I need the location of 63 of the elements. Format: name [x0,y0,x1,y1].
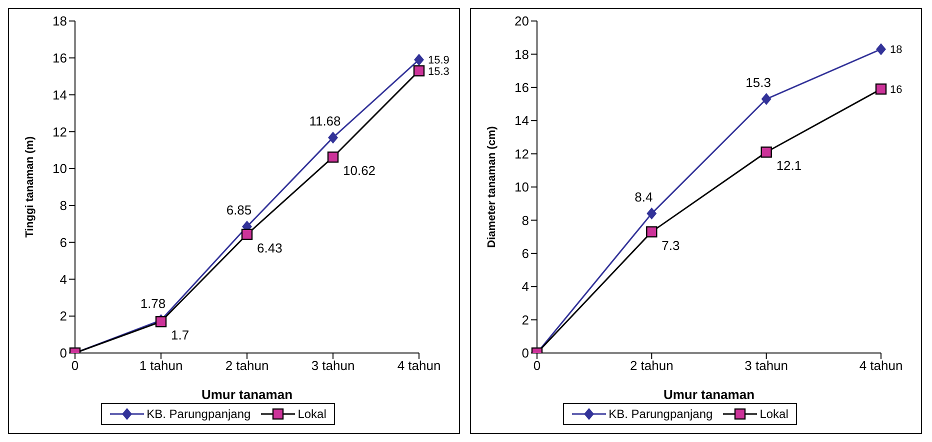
y-tick-label: 18 [514,46,529,62]
data-label: 8.4 [634,190,653,205]
point [414,54,424,66]
y-tick-label: 8 [522,212,529,228]
y-axis-title: Diameter tanaman (cm) [486,126,498,248]
y-tick-label: 4 [60,272,67,287]
point [646,226,658,238]
y-tick-label: 8 [60,198,67,214]
x-axis-title: Umur tanaman [201,387,293,402]
point [241,228,253,240]
x-tick-label: 0 [71,358,79,374]
point [876,43,886,56]
y-tick-label: 10 [514,180,529,195]
point [328,132,338,144]
point [327,152,339,163]
x-axis-title: Umur tanaman [663,387,755,402]
data-label: 15.3 [746,75,771,90]
x-tick-label: 0 [533,358,541,374]
x-tick-label: 2 tahun [630,358,674,374]
point [760,146,772,158]
y-tick-label: 0 [522,346,529,361]
y-tick-label: 12 [52,124,67,140]
y-tick-label: 14 [52,87,67,102]
point [875,83,887,95]
data-label: 18 [890,44,902,56]
data-label: 1.78 [140,296,166,312]
data-label: 15.3 [428,66,450,78]
data-label: 12.1 [776,158,802,174]
point [761,93,772,106]
y-tick-label: 14 [514,113,529,128]
x-tick-label: 2 tahun [225,358,269,374]
x-tick-label: 1 tahun [139,358,183,374]
x-tick-label: 3 tahun [311,358,355,374]
legend-label: KB. Parungpanjang [146,407,251,421]
x-tick-label: 4 tahun [397,358,441,374]
y-tick-label: 2 [522,312,529,328]
data-label: 1.7 [171,328,190,343]
legend-label: KB. Parungpanjang [608,407,713,421]
data-label: 11.68 [309,114,341,129]
y-tick-label: 10 [52,161,67,176]
data-label: 6.85 [226,202,252,218]
data-label: 16 [890,84,902,96]
data-label: 7.3 [662,238,680,253]
x-tick-label: 4 tahun [859,358,903,374]
data-label: 6.43 [257,240,282,256]
point [413,65,425,76]
y-tick-label: 4 [522,279,529,294]
y-tick-label: 0 [60,346,67,361]
data-label: 10.62 [343,163,376,178]
legend-label: Lokal [758,407,788,421]
y-tick-label: 16 [514,80,529,96]
x-tick-label: 3 tahun [744,358,788,374]
legend-label: Lokal [296,407,326,421]
data-label: 15.9 [428,54,450,67]
y-tick-label: 6 [522,246,529,262]
point [646,208,657,220]
y-axis-title: Tinggi tanaman (m) [24,136,36,238]
y-tick-label: 18 [52,14,67,29]
y-tick-label: 12 [514,146,529,162]
y-tick-label: 2 [60,308,67,324]
y-tick-label: 20 [514,14,529,29]
y-tick-label: 6 [60,234,67,250]
y-tick-label: 16 [52,50,67,66]
